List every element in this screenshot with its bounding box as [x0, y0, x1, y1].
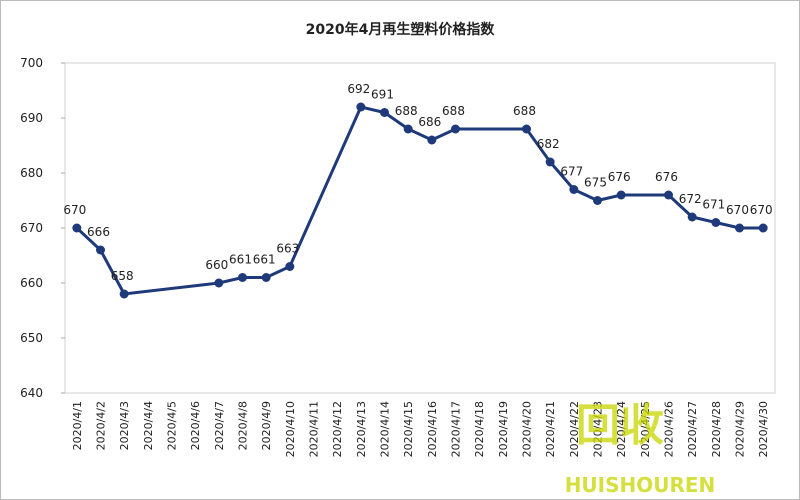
- point: [664, 190, 673, 200]
- point: [687, 212, 697, 222]
- y-tick-label: 700: [20, 56, 43, 70]
- x-tick-label: 2020/4/29: [734, 401, 747, 457]
- x-tick-label: 2020/4/25: [639, 401, 652, 457]
- data-label: 661: [253, 253, 276, 267]
- point: [427, 135, 437, 145]
- data-label: 670: [63, 203, 86, 217]
- x-tick-label: 2020/4/16: [426, 401, 439, 457]
- point: [569, 185, 579, 194]
- point: [522, 124, 531, 134]
- x-tick-label: 2020/4/26: [663, 401, 676, 457]
- y-tick-label: 670: [20, 221, 43, 235]
- data-label: 688: [395, 104, 418, 118]
- x-tick-label: 2020/4/10: [284, 401, 297, 457]
- data-label: 676: [655, 170, 678, 184]
- point: [238, 273, 247, 282]
- data-label: 666: [87, 225, 110, 239]
- y-tick-label: 640: [20, 386, 43, 400]
- data-label: 675: [584, 176, 607, 190]
- data-label: 670: [726, 203, 749, 217]
- data-label: 670: [750, 203, 773, 217]
- data-label: 686: [418, 115, 441, 129]
- x-tick-label: 2020/4/21: [544, 401, 557, 457]
- y-tick-label: 680: [20, 166, 43, 180]
- x-tick-label: 2020/4/20: [521, 401, 534, 457]
- line: [75, 105, 764, 296]
- point: [593, 196, 602, 205]
- x-tick-label: 2020/4/30: [757, 401, 770, 457]
- point: [758, 223, 768, 233]
- point: [356, 102, 366, 112]
- x-tick-label: 2020/4/11: [308, 401, 321, 457]
- x-tick-label: 2020/4/18: [473, 401, 486, 457]
- x-tick-label: 2020/4/28: [710, 401, 723, 457]
- data-label: 660: [205, 258, 228, 272]
- y-tick-label: 660: [20, 276, 43, 290]
- x-tick-label: 2020/4/5: [166, 401, 179, 450]
- point: [214, 278, 224, 288]
- point: [119, 289, 129, 299]
- data-label: 682: [537, 137, 560, 151]
- data-label: 661: [229, 253, 252, 267]
- x-tick-label: 2020/4/3: [118, 401, 131, 450]
- data-label: 691: [371, 88, 394, 102]
- x-tick-label: 2020/4/24: [615, 401, 628, 457]
- point: [285, 262, 295, 271]
- data-label: 688: [442, 104, 465, 118]
- x-tick-label: 2020/4/9: [260, 401, 273, 450]
- chart-title: 2020年4月再生塑料价格指数: [306, 21, 496, 38]
- data-label: 677: [560, 165, 583, 179]
- x-tick-label: 2020/4/4: [142, 401, 155, 450]
- data-label: 676: [608, 170, 631, 184]
- x-tick-label: 2020/4/12: [331, 401, 344, 457]
- point: [380, 108, 389, 117]
- y-tick-label: 690: [20, 111, 43, 125]
- data-label: 688: [513, 104, 536, 118]
- point: [545, 157, 555, 167]
- x-tick-label: 2020/4/19: [497, 401, 510, 457]
- x-tick-label: 2020/4/7: [213, 401, 226, 450]
- data-label: 663: [276, 242, 299, 256]
- watermark-logo: 回收: [576, 400, 664, 451]
- data-label: 658: [111, 269, 134, 283]
- y-tick-label: 650: [20, 331, 43, 345]
- x-tick-label: 2020/4/6: [189, 401, 202, 450]
- x-tick-label: 2020/4/2: [95, 401, 108, 450]
- watermark-text: HUISHOUREN: [565, 473, 716, 497]
- data-label: 672: [679, 192, 702, 206]
- x-tick-label: 2020/4/1: [71, 401, 84, 450]
- x-tick-label: 2020/4/14: [379, 401, 392, 457]
- data-label: 671: [702, 198, 725, 212]
- x-tick-label: 2020/4/23: [592, 401, 605, 457]
- point: [735, 223, 744, 233]
- x-tick-label: 2020/4/13: [355, 401, 368, 457]
- point: [616, 190, 626, 200]
- point: [96, 245, 105, 255]
- x-tick-label: 2020/4/27: [686, 401, 699, 457]
- point: [711, 218, 721, 227]
- x-tick-label: 2020/4/15: [402, 401, 415, 457]
- x-tick-label: 2020/4/17: [450, 401, 463, 457]
- point: [72, 223, 82, 233]
- point: [261, 273, 271, 282]
- point: [403, 124, 413, 134]
- point: [451, 124, 460, 134]
- x-tick-label: 2020/4/22: [568, 401, 581, 457]
- data-label: 692: [347, 82, 370, 96]
- x-tick-label: 2020/4/8: [237, 401, 250, 450]
